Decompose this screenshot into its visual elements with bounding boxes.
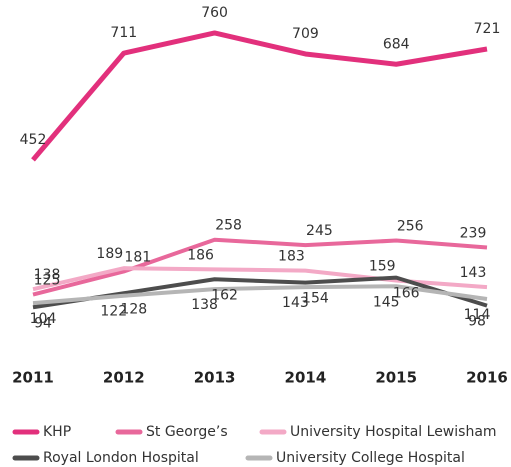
data-label: 183 <box>278 249 305 265</box>
data-label: 145 <box>373 294 400 310</box>
x-tick-label: 2016 <box>466 369 508 387</box>
x-tick-label: 2015 <box>375 369 417 387</box>
data-label: 711 <box>110 25 137 41</box>
data-label: 94 <box>34 315 52 331</box>
data-label: 104 <box>30 311 57 327</box>
data-label: 452 <box>20 132 47 148</box>
data-label: 189 <box>96 246 123 262</box>
data-label: 166 <box>393 286 420 302</box>
data-label: 684 <box>383 36 410 52</box>
data-label: 162 <box>211 287 238 303</box>
x-tick-label: 2014 <box>285 369 327 387</box>
legend-label: KHP <box>43 424 71 440</box>
legend-label: University Hospital Lewisham <box>290 424 497 440</box>
data-label: 159 <box>369 259 396 275</box>
data-label: 239 <box>460 226 487 242</box>
data-label: 256 <box>397 219 424 235</box>
data-label: 143 <box>460 265 487 281</box>
data-label: 122 <box>100 304 127 320</box>
data-label: 98 <box>468 314 486 330</box>
data-label: 709 <box>292 26 319 42</box>
series-line <box>32 237 488 297</box>
data-label: 138 <box>34 267 61 283</box>
x-tick-label: 2013 <box>194 369 236 387</box>
series-line <box>31 30 488 162</box>
data-label: 143 <box>282 295 309 311</box>
data-label: 760 <box>201 5 228 21</box>
data-label: 186 <box>187 247 214 263</box>
legend-label: St George’s <box>146 424 228 440</box>
series-line <box>32 284 488 306</box>
x-tick-label: 2012 <box>103 369 145 387</box>
legend-label: Royal London Hospital <box>43 450 199 466</box>
data-label: 154 <box>302 291 329 307</box>
data-label: 245 <box>306 223 333 239</box>
legend-label: University College Hospital <box>276 450 465 466</box>
data-label: 138 <box>191 297 218 313</box>
data-label: 128 <box>120 301 147 317</box>
data-label: 114 <box>464 307 491 323</box>
x-tick-label: 2011 <box>12 369 54 387</box>
data-label: 258 <box>215 218 242 234</box>
data-label: 721 <box>474 21 501 37</box>
data-label: 181 <box>124 249 151 265</box>
data-label: 125 <box>34 273 61 289</box>
